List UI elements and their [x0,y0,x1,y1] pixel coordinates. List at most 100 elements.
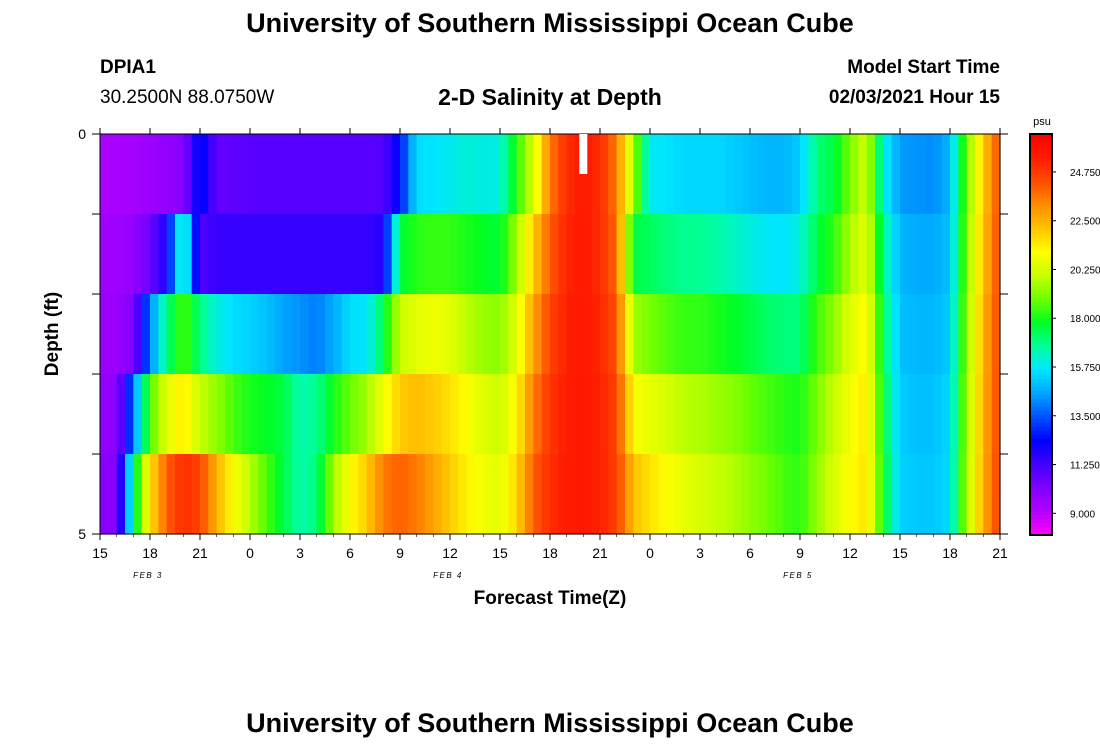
heatmap-cell [366,454,376,495]
heatmap-cell [133,374,143,415]
heatmap-cell [975,334,984,375]
heatmap-cell [533,294,543,335]
x-tick-label: 6 [746,545,754,561]
heatmap-cell [633,134,643,175]
heatmap-cell [808,294,818,335]
heatmap-cell [175,254,184,295]
heatmap-cell [933,294,943,335]
colorbar-cell [1030,142,1052,147]
heatmap-cell [100,214,109,255]
heatmap-cell [208,414,218,455]
heatmap-cell [733,294,743,335]
y-axis-label: Depth (ft) [42,292,63,376]
heatmap-cell [691,414,701,455]
heatmap-cell [600,334,609,375]
heatmap-cell [775,134,784,175]
heatmap-cell [166,214,176,255]
date-label: FEB 4 [433,571,463,580]
colorbar-cell [1030,450,1052,456]
heatmap-cell [383,334,393,375]
heatmap-cell [416,334,426,375]
heatmap-cell [916,214,926,255]
heatmap-cell [300,174,309,215]
heatmap-cell [250,494,259,535]
heatmap-cell [641,334,651,375]
heatmap-cell [333,214,343,255]
heatmap-cell [866,254,876,295]
heatmap-cell [475,414,484,455]
x-tick-label: 12 [442,545,458,561]
colorbar-cell [1030,422,1052,428]
heatmap-cell [358,174,368,215]
heatmap-cell [558,334,568,375]
heatmap-cell [908,374,918,415]
heatmap-cell [391,454,401,495]
heatmap-cell [225,494,234,535]
heatmap-cell [366,134,376,175]
heatmap-cell [166,334,176,375]
date-label: FEB 5 [783,571,813,580]
heatmap-cell [650,494,659,535]
heatmap-cell [183,214,193,255]
heatmap-cell [875,214,884,255]
heatmap-cell [633,214,643,255]
heatmap-cell [800,174,809,215]
heatmap-cell [650,374,659,415]
heatmap-cell [925,174,934,215]
heatmap-cell [925,454,934,495]
heatmap-cell [691,214,701,255]
heatmap-cell [800,494,809,535]
heatmap-cell [641,214,651,255]
heatmap-cell [133,454,143,495]
colorbar-cell [1030,490,1052,496]
heatmap-cell [850,294,859,335]
colorbar-cell [1030,134,1052,139]
heatmap-cell [708,454,718,495]
heatmap-cell [616,134,626,175]
heatmap-cell [966,294,976,335]
heatmap-cell [891,214,901,255]
heatmap-cell [558,134,568,175]
heatmap-cell [766,254,776,295]
heatmap-cell [500,374,509,415]
heatmap-cell [975,134,984,175]
heatmap-cell [358,454,368,495]
heatmap-cell [258,494,268,535]
heatmap-cell [991,494,1001,535]
heatmap-cell [925,334,934,375]
heatmap-cell [916,174,926,215]
heatmap-cell [116,214,126,255]
heatmap-cell [400,414,409,455]
heatmap-cell [258,374,268,415]
heatmap-cell [991,334,1001,375]
heatmap-cell [941,254,951,295]
heatmap-cell [275,494,284,535]
heatmap-cell [433,454,443,495]
heatmap-cell [741,254,751,295]
heatmap-cell [683,454,693,495]
heatmap-cell [833,214,843,255]
heatmap-cell [891,254,901,295]
heatmap-cell [583,494,593,535]
heatmap-cell [483,134,493,175]
heatmap-cell [725,414,734,455]
heatmap-cell [616,454,626,495]
heatmap-cell [133,134,143,175]
heatmap-cell [175,294,184,335]
heatmap-cell [625,134,634,175]
heatmap-cell [200,174,209,215]
heatmap-cell [950,374,959,415]
heatmap-cell [958,134,968,175]
heatmap-cell [441,134,451,175]
heatmap-cell [275,294,284,335]
colorbar-cell [1030,510,1052,516]
heatmap-cell [250,454,259,495]
colorbar-cell [1030,462,1052,468]
heatmap-cell [108,174,118,215]
heatmap-cell [941,214,951,255]
heatmap-cell [116,494,126,535]
heatmap-cell [208,134,218,175]
heatmap-cell [891,454,901,495]
colorbar-tick-label: 9.000 [1070,509,1095,520]
heatmap-cell [316,374,326,415]
